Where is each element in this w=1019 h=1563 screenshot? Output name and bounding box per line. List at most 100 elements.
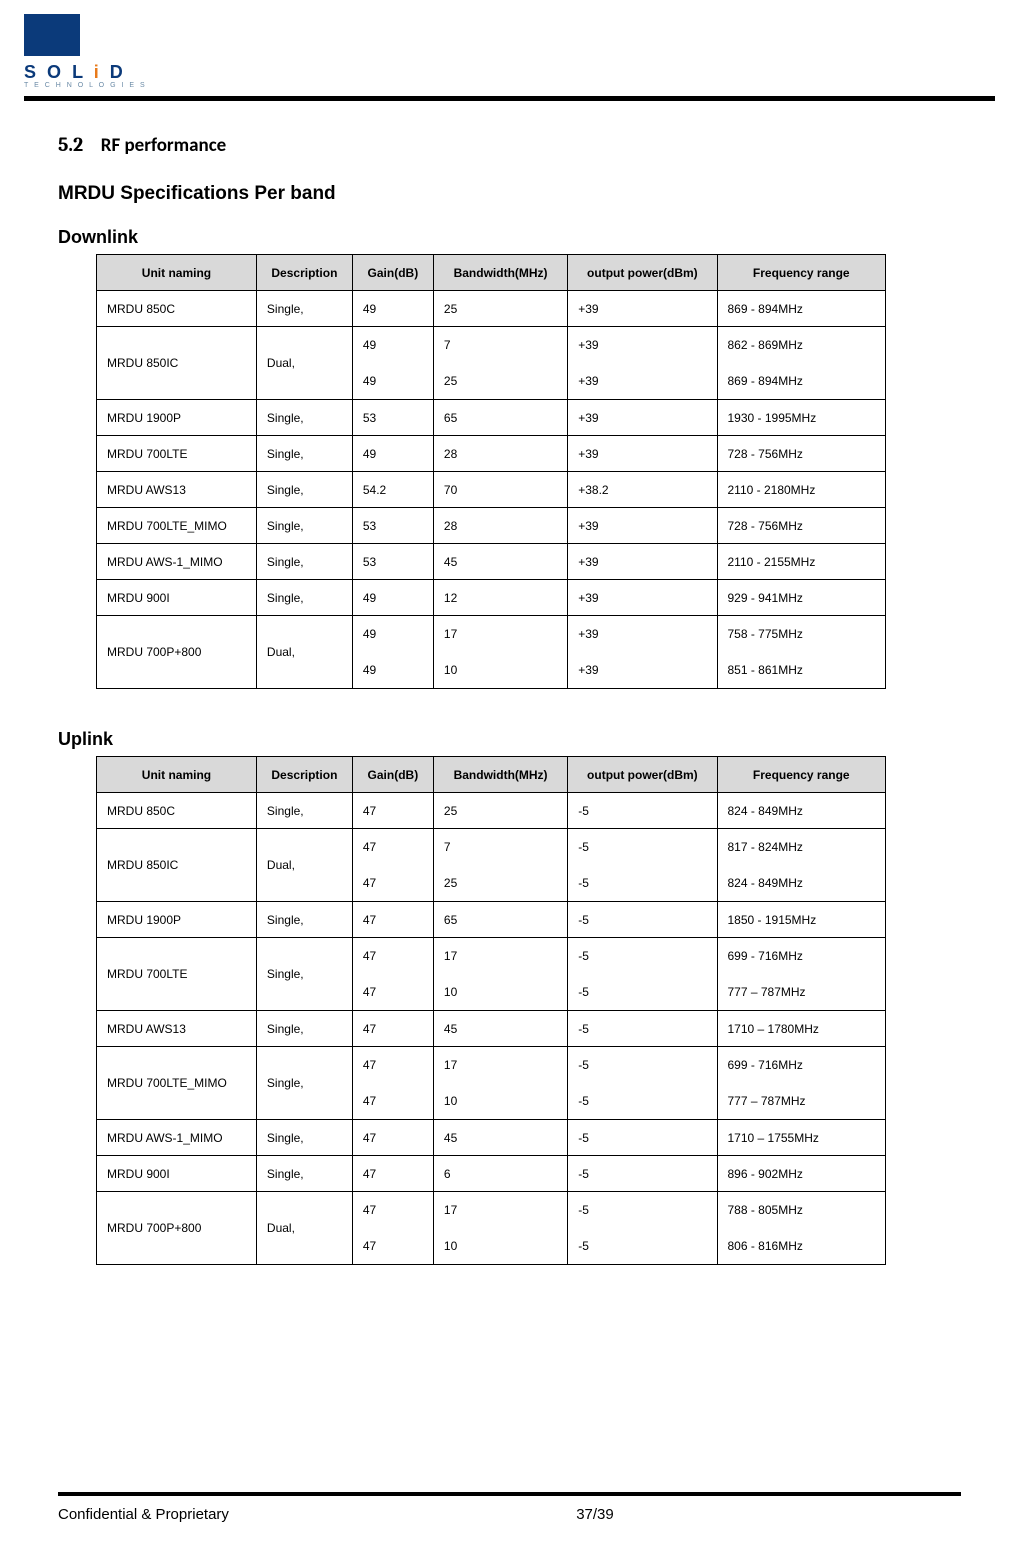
logo-main-text: S O L i D xyxy=(24,62,147,83)
cell-gain: 4747 xyxy=(352,1047,433,1120)
cell-freq: 699 - 716MHz777 – 787MHz xyxy=(717,1047,886,1120)
cell-description: Single, xyxy=(256,1156,352,1192)
cell-bw: 65 xyxy=(433,902,567,938)
cell-gain-sub: 47 xyxy=(353,938,433,974)
cell-pwr: +39 xyxy=(568,544,717,580)
cell-unit: MRDU 700LTE xyxy=(97,938,257,1011)
table-row: MRDU 700LTESingle,47471710-5-5699 - 716M… xyxy=(97,938,886,1011)
table-row: MRDU 1900PSingle,4765-51850 - 1915MHz xyxy=(97,902,886,938)
cell-gain-sub: 47 xyxy=(353,865,433,901)
cell-bw: 45 xyxy=(433,544,567,580)
cell-gain: 4747 xyxy=(352,938,433,1011)
cell-pwr-sub: +39 xyxy=(568,652,716,688)
cell-unit: MRDU 1900P xyxy=(97,400,257,436)
page-header: S O L i D T E C H N O L O G I E S xyxy=(0,0,1019,133)
cell-bw: 45 xyxy=(433,1011,567,1047)
cell-description: Single, xyxy=(256,508,352,544)
cell-gain: 47 xyxy=(352,1156,433,1192)
cell-gain: 53 xyxy=(352,400,433,436)
cell-bw: 1710 xyxy=(433,1047,567,1120)
cell-bw-sub: 17 xyxy=(434,938,567,974)
cell-pwr: -5 xyxy=(568,1120,717,1156)
footer-confidential: Confidential & Proprietary xyxy=(58,1506,229,1523)
cell-pwr-sub: +39 xyxy=(568,616,716,652)
cell-pwr-sub: -5 xyxy=(568,865,716,901)
cell-bw-sub: 25 xyxy=(434,865,567,901)
cell-pwr: -5-5 xyxy=(568,829,717,902)
cell-description: Single, xyxy=(256,580,352,616)
cell-gain: 47 xyxy=(352,793,433,829)
cell-bw-sub: 10 xyxy=(434,1083,567,1119)
footer-page-number: 37/39 xyxy=(229,1506,961,1523)
logo-square-icon xyxy=(24,14,80,56)
cell-unit: MRDU 900I xyxy=(97,580,257,616)
cell-freq-sub: 862 - 869MHz xyxy=(718,327,886,363)
cell-unit: MRDU 700LTE_MIMO xyxy=(97,508,257,544)
table-row: MRDU AWS-1_MIMOSingle,4745-51710 – 1755M… xyxy=(97,1120,886,1156)
cell-pwr: -5 xyxy=(568,1156,717,1192)
cell-pwr: +39 xyxy=(568,580,717,616)
cell-freq-sub: 758 - 775MHz xyxy=(718,616,886,652)
cell-gain-sub: 49 xyxy=(353,363,433,399)
cell-gain-sub: 49 xyxy=(353,652,433,688)
cell-freq: 896 - 902MHz xyxy=(717,1156,886,1192)
table-row: MRDU AWS13Single,54.270+38.22110 - 2180M… xyxy=(97,472,886,508)
downlink-table: Unit namingDescriptionGain(dB)Bandwidth(… xyxy=(96,254,886,689)
cell-gain: 4747 xyxy=(352,1192,433,1265)
cell-pwr: +39+39 xyxy=(568,616,717,689)
cell-gain: 49 xyxy=(352,291,433,327)
cell-bw-sub: 10 xyxy=(434,974,567,1010)
column-header: Frequency range xyxy=(717,757,886,793)
table-row: MRDU 700P+800Dual,49491710+39+39758 - 77… xyxy=(97,616,886,689)
cell-unit: MRDU 900I xyxy=(97,1156,257,1192)
cell-freq-sub: 806 - 816MHz xyxy=(718,1228,886,1264)
cell-bw: 28 xyxy=(433,508,567,544)
cell-gain: 53 xyxy=(352,508,433,544)
logo-sub-text: T E C H N O L O G I E S xyxy=(24,82,147,89)
cell-unit: MRDU 700P+800 xyxy=(97,1192,257,1265)
column-header: Gain(dB) xyxy=(352,757,433,793)
cell-freq-sub: 824 - 849MHz xyxy=(718,865,886,901)
cell-description: Single, xyxy=(256,291,352,327)
cell-gain-sub: 47 xyxy=(353,1047,433,1083)
cell-unit: MRDU AWS13 xyxy=(97,1011,257,1047)
cell-description: Dual, xyxy=(256,829,352,902)
cell-freq-sub: 817 - 824MHz xyxy=(718,829,886,865)
cell-freq: 1710 – 1755MHz xyxy=(717,1120,886,1156)
logo: S O L i D T E C H N O L O G I E S xyxy=(24,14,147,89)
cell-pwr-sub: -5 xyxy=(568,1192,716,1228)
cell-pwr: -5-5 xyxy=(568,1047,717,1120)
cell-pwr-sub: -5 xyxy=(568,974,716,1010)
cell-pwr: +38.2 xyxy=(568,472,717,508)
cell-unit: MRDU 850C xyxy=(97,291,257,327)
cell-pwr: -5 xyxy=(568,1011,717,1047)
table-row: MRDU 700LTE_MIMOSingle,5328+39728 - 756M… xyxy=(97,508,886,544)
cell-description: Single, xyxy=(256,544,352,580)
cell-gain-sub: 49 xyxy=(353,327,433,363)
cell-bw-sub: 10 xyxy=(434,652,567,688)
cell-bw-sub: 25 xyxy=(434,363,567,399)
cell-unit: MRDU AWS13 xyxy=(97,472,257,508)
cell-pwr: -5-5 xyxy=(568,1192,717,1265)
cell-gain: 47 xyxy=(352,902,433,938)
cell-pwr-sub: -5 xyxy=(568,1047,716,1083)
cell-freq-sub: 869 - 894MHz xyxy=(718,363,886,399)
cell-gain-sub: 47 xyxy=(353,974,433,1010)
column-header: Unit naming xyxy=(97,757,257,793)
section-number: 5.2 xyxy=(58,133,83,156)
column-header: Bandwidth(MHz) xyxy=(433,757,567,793)
table-row: MRDU 850ICDual,4747725-5-5817 - 824MHz82… xyxy=(97,829,886,902)
cell-pwr: -5 xyxy=(568,902,717,938)
cell-pwr: +39 xyxy=(568,436,717,472)
table-row: MRDU 900ISingle,4912+39929 - 941MHz xyxy=(97,580,886,616)
cell-description: Single, xyxy=(256,1120,352,1156)
column-header: Frequency range xyxy=(717,255,886,291)
cell-unit: MRDU 700LTE xyxy=(97,436,257,472)
cell-freq-sub: 777 – 787MHz xyxy=(718,974,886,1010)
uplink-table: Unit namingDescriptionGain(dB)Bandwidth(… xyxy=(96,756,886,1265)
cell-bw-sub: 17 xyxy=(434,1047,567,1083)
cell-bw-sub: 17 xyxy=(434,1192,567,1228)
cell-description: Single, xyxy=(256,1011,352,1047)
cell-gain: 49 xyxy=(352,580,433,616)
cell-unit: MRDU 1900P xyxy=(97,902,257,938)
